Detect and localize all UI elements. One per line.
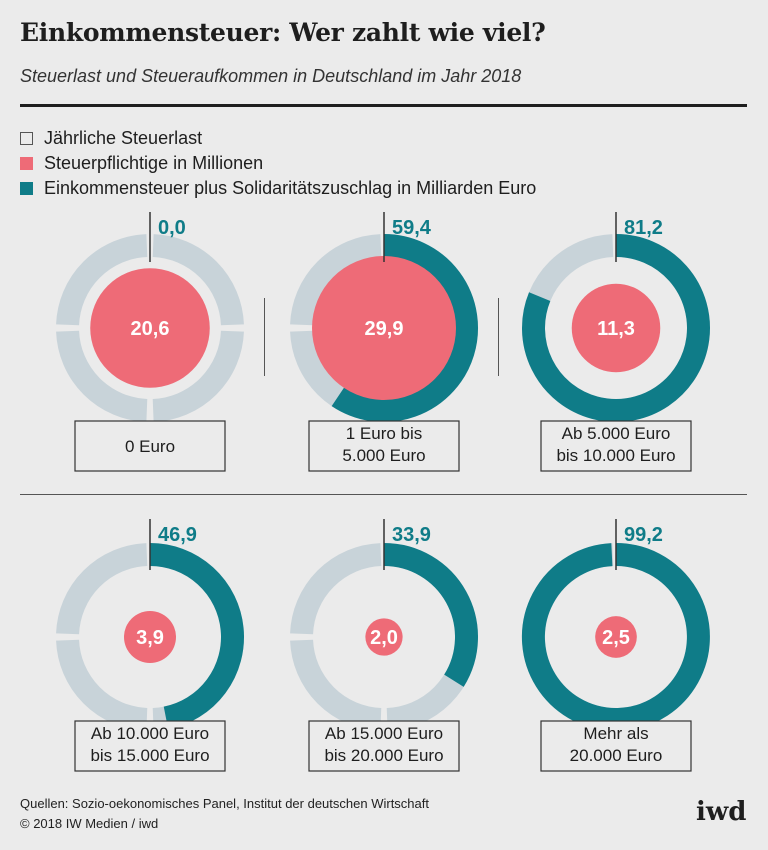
revenue-label: 59,4 bbox=[392, 217, 432, 239]
revenue-label: 46,9 bbox=[158, 524, 197, 546]
taxpayers-label: 11,3 bbox=[597, 318, 635, 340]
taxpayers-label: 2,5 bbox=[602, 627, 630, 649]
chart-title: Einkommensteuer: Wer zahlt wie viel? bbox=[20, 18, 546, 47]
row-divider bbox=[20, 494, 747, 495]
ring-track-segment bbox=[290, 543, 382, 635]
taxpayers-circle bbox=[124, 611, 176, 663]
revenue-label: 99,2 bbox=[624, 524, 663, 546]
taxpayers-circle bbox=[312, 256, 456, 400]
category-label: bis 20.000 Euro bbox=[324, 746, 443, 765]
taxpayers-label: 3,9 bbox=[136, 627, 164, 649]
iwd-logo: iwd bbox=[696, 797, 747, 827]
taxpayers-circle bbox=[90, 268, 210, 388]
revenue-arc bbox=[522, 234, 710, 422]
ring-track-segment bbox=[152, 330, 244, 422]
legend-label: Einkommensteuer plus Solidaritätszuschla… bbox=[44, 178, 537, 198]
legend-item-steuerlast: Jährliche Steuerlast bbox=[20, 126, 536, 151]
revenue-label: 81,2 bbox=[624, 217, 663, 239]
category-box bbox=[308, 720, 460, 772]
category-label: Ab 15.000 Euro bbox=[325, 724, 443, 743]
chart-subtitle: Steuerlast und Steueraufkommen in Deutsc… bbox=[20, 66, 522, 86]
category-label: Ab 5.000 Euro bbox=[562, 424, 671, 443]
category-label: bis 10.000 Euro bbox=[556, 446, 675, 465]
category-box bbox=[540, 720, 692, 772]
column-divider bbox=[498, 298, 499, 376]
legend-item-steuerpflichtige: Steuerpflichtige in Millionen bbox=[20, 151, 536, 176]
category-label: bis 15.000 Euro bbox=[90, 746, 209, 765]
ring-track-segment bbox=[56, 330, 148, 422]
category-box bbox=[74, 720, 226, 772]
legend-label: Jährliche Steuerlast bbox=[44, 128, 203, 148]
revenue-arc bbox=[521, 543, 710, 731]
taxpayers-label: 2,0 bbox=[370, 627, 398, 649]
donut-charts: 20,6 0,0 0 Euro 29,9 59,4 1 Euro bis 5.000 Eur… bbox=[56, 212, 710, 772]
header-rule bbox=[20, 104, 747, 107]
category-box bbox=[74, 420, 226, 472]
legend-swatch-outline bbox=[20, 132, 33, 145]
legend: Jährliche Steuerlast Steuerpflichtige in… bbox=[20, 126, 536, 201]
ring-track-segment bbox=[56, 234, 148, 326]
category-box bbox=[308, 420, 460, 472]
revenue-arc bbox=[149, 543, 244, 730]
taxpayers-label: 29,9 bbox=[365, 318, 404, 340]
revenue-arc bbox=[331, 234, 478, 422]
legend-label: Steuerpflichtige in Millionen bbox=[44, 153, 264, 173]
ring-track-segment bbox=[56, 639, 148, 731]
taxpayers-circle bbox=[365, 618, 403, 656]
legend-swatch-teal bbox=[20, 182, 33, 195]
ring-track-segment bbox=[56, 543, 148, 635]
taxpayers-circle bbox=[571, 283, 661, 373]
legend-item-einkommensteuer: Einkommensteuer plus Solidaritätszuschla… bbox=[20, 176, 536, 201]
ring-track-segment bbox=[152, 234, 244, 326]
category-box bbox=[540, 420, 692, 472]
ring-track-segment bbox=[290, 234, 382, 326]
taxpayers-circle bbox=[595, 616, 637, 658]
legend-swatch-pink bbox=[20, 157, 33, 170]
category-label: Mehr als bbox=[583, 724, 648, 743]
category-label: 5.000 Euro bbox=[342, 446, 425, 465]
category-label: 0 Euro bbox=[125, 437, 175, 456]
column-divider bbox=[264, 298, 265, 376]
taxpayers-label: 20,6 bbox=[131, 318, 170, 340]
revenue-label: 0,0 bbox=[158, 217, 186, 239]
category-label: 20.000 Euro bbox=[570, 746, 663, 765]
copyright-note: © 2018 IW Medien / iwd bbox=[20, 816, 159, 831]
revenue-label: 33,9 bbox=[392, 524, 431, 546]
revenue-arc bbox=[383, 543, 478, 687]
source-note: Quellen: Sozio-oekonomisches Panel, Inst… bbox=[20, 796, 429, 811]
ring-track-segment bbox=[290, 639, 382, 731]
footer: Quellen: Sozio-oekonomisches Panel, Inst… bbox=[20, 794, 429, 834]
category-label: 1 Euro bis bbox=[346, 424, 423, 443]
category-label: Ab 10.000 Euro bbox=[91, 724, 209, 743]
